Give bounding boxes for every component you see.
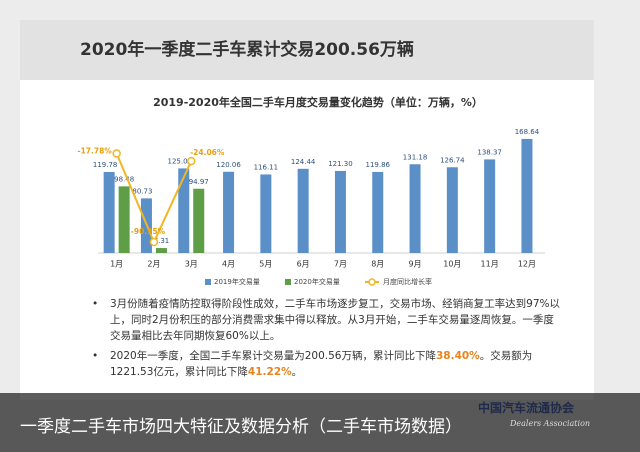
- line-point: [187, 156, 196, 166]
- bar-value-label: 119.86: [366, 161, 391, 169]
- x-tick-label: 9月: [409, 260, 422, 269]
- note: 2020年一季度，全国二手车累计交易量为200.56万辆，累计同比下降38.40…: [92, 348, 562, 380]
- legend-label: 月度同比增长率: [383, 277, 432, 286]
- legend-swatch-point: [368, 278, 376, 286]
- x-tick-label: 7月: [334, 260, 347, 269]
- bar-value-label: 80.73: [132, 187, 152, 195]
- bar-value-label: 121.30: [328, 160, 353, 168]
- legend-swatch: [205, 279, 211, 285]
- logo-name: 中国汽车流通协会: [478, 401, 575, 415]
- bar: [193, 188, 205, 253]
- x-tick-label: 6月: [297, 260, 310, 269]
- bar: [155, 248, 167, 253]
- notes: 3月份随着疫情防控取得阶段性成效，二手车市场逐步复工，交易市场、经销商复工率达到…: [92, 296, 562, 384]
- bar: [372, 171, 384, 253]
- bar-value-label: 126.74: [440, 156, 465, 164]
- bar: [334, 170, 346, 253]
- bar: [446, 167, 458, 253]
- line-point: [149, 237, 159, 247]
- x-tick-label: 5月: [259, 260, 272, 269]
- x-tick-label: 4月: [222, 260, 235, 269]
- line-value-label: -24.06%: [190, 148, 225, 157]
- bar-value-label: 119.78: [93, 161, 118, 169]
- legend-label: 2019年交易量: [214, 277, 260, 286]
- bar: [260, 174, 272, 253]
- line-point: [112, 149, 121, 158]
- bar: [178, 168, 190, 253]
- x-tick-label: 8月: [371, 260, 384, 269]
- bar-value-label: 7.31: [154, 237, 170, 245]
- note-text: 。: [291, 366, 303, 378]
- note-highlight: 38.40%: [435, 350, 480, 362]
- line-value-label: -17.78%: [77, 146, 112, 155]
- x-tick-label: 2月: [147, 260, 160, 269]
- header-title: 2020年一季度二手车累计交易200.56万辆: [80, 39, 414, 60]
- legend-swatch: [285, 279, 291, 285]
- bar-value-label: 94.97: [189, 178, 209, 186]
- bar-value-label: 124.44: [291, 158, 316, 166]
- x-tick-label: 12月: [518, 260, 536, 269]
- bar: [103, 171, 115, 253]
- bar-value-label: 116.11: [254, 163, 279, 171]
- x-tick-label: 11月: [481, 260, 499, 269]
- bar-value-label: 125.06: [168, 157, 193, 165]
- x-tick-label: 1月: [110, 260, 123, 269]
- bar: [409, 164, 421, 253]
- x-tick-label: 10月: [443, 260, 461, 269]
- bar-value-label: 168.64: [515, 128, 540, 136]
- bar: [484, 159, 496, 253]
- bar-value-label: 120.06: [216, 161, 241, 169]
- note-text: 3月份随着疫情防控取得阶段性成效，二手车市场逐步复工，交易市场、经销商复工率达到…: [110, 298, 561, 342]
- note-text: 2020年一季度，全国二手车累计交易量为200.56万辆，累计同比下降: [110, 350, 436, 362]
- note-text: 。交易额为1221.53亿元，累计同比下降: [110, 350, 533, 378]
- footer: 一季度二手车市场四大特征及数据分析（二手车市场数据） 中国汽车流通协会 Deal…: [0, 393, 640, 452]
- legend-label: 2020年交易量: [294, 277, 340, 286]
- chart-title: 2019-2020年全国二手车月度交易量变化趋势（单位：万辆，%）: [153, 95, 483, 109]
- logo-subtitle: Dealers Association: [510, 419, 591, 428]
- bar-value-label: 138.37: [477, 148, 502, 156]
- bar: [118, 186, 130, 253]
- bar-value-label: 131.18: [403, 153, 428, 161]
- header-band: [20, 20, 594, 80]
- bar: [297, 168, 309, 253]
- note: 3月份随着疫情防控取得阶段性成效，二手车市场逐步复工，交易市场、经销商复工率达到…: [92, 296, 562, 344]
- caption: 一季度二手车市场四大特征及数据分析（二手车市场数据）: [20, 417, 462, 437]
- bar-value-label: 98.48: [114, 175, 134, 183]
- x-tick-label: 3月: [185, 260, 198, 269]
- bar: [223, 171, 235, 253]
- note-highlight: 41.22%: [247, 366, 292, 378]
- bar: [521, 138, 533, 253]
- line-value-label: -90.95%: [131, 227, 166, 236]
